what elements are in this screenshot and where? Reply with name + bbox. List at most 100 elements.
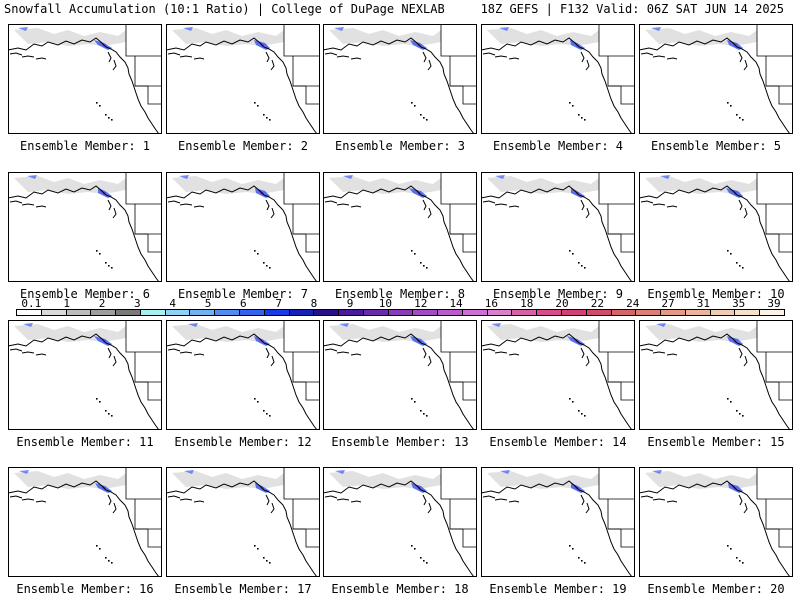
panel-frame bbox=[8, 24, 162, 134]
colorbar-label: 2 bbox=[98, 297, 106, 310]
small-island bbox=[257, 548, 259, 550]
small-island bbox=[578, 262, 580, 264]
state-border bbox=[607, 204, 621, 235]
ensemble-map bbox=[481, 467, 635, 577]
colorbar-swatch bbox=[660, 309, 686, 316]
ensemble-map bbox=[481, 24, 635, 134]
island-outline bbox=[35, 57, 47, 60]
state-border bbox=[283, 320, 320, 353]
colorbar-swatch bbox=[561, 309, 587, 316]
island-outline bbox=[336, 351, 350, 354]
snowfall-light-area bbox=[329, 176, 441, 194]
state-border bbox=[462, 529, 477, 548]
panel-frame bbox=[323, 24, 477, 134]
island-outline bbox=[482, 348, 496, 352]
state-border bbox=[765, 352, 779, 383]
small-island bbox=[569, 250, 571, 252]
small-island bbox=[108, 117, 110, 119]
small-island bbox=[739, 413, 741, 415]
state-border bbox=[125, 172, 162, 205]
colorbar-label: 39 bbox=[767, 297, 781, 310]
colorbar-swatch bbox=[486, 309, 513, 316]
ensemble-member-label: Ensemble Member: 17 bbox=[174, 582, 312, 596]
ensemble-member-panel: Ensemble Member: 11 bbox=[8, 320, 162, 452]
colorbar-swatch bbox=[437, 309, 463, 316]
small-island bbox=[569, 398, 571, 400]
small-island bbox=[739, 560, 741, 562]
small-island bbox=[426, 267, 428, 269]
small-island bbox=[99, 253, 101, 255]
snowfall-moderate-area bbox=[184, 470, 194, 474]
island-outline bbox=[482, 52, 496, 56]
island-outline bbox=[427, 207, 432, 219]
snowfall-light-area bbox=[645, 176, 757, 194]
state-border bbox=[283, 467, 320, 500]
snowfall-light-area bbox=[487, 28, 599, 46]
panel-frame bbox=[8, 320, 162, 430]
small-island bbox=[108, 413, 110, 415]
snowfall-moderate-area bbox=[334, 27, 344, 31]
snowfall-light-area bbox=[329, 28, 441, 46]
ensemble-member-label: Ensemble Member: 18 bbox=[331, 582, 469, 596]
small-island bbox=[263, 410, 265, 412]
colorbar-swatch bbox=[189, 309, 216, 316]
small-island bbox=[254, 102, 256, 104]
island-outline bbox=[107, 494, 112, 506]
coastline bbox=[166, 37, 318, 134]
island-outline bbox=[585, 355, 590, 367]
island-outline bbox=[640, 52, 654, 56]
island-outline bbox=[427, 355, 432, 367]
ensemble-map bbox=[323, 172, 477, 282]
island-outline bbox=[167, 52, 181, 56]
colorbar-swatch bbox=[65, 309, 92, 316]
state-border bbox=[147, 529, 162, 548]
island-outline bbox=[585, 207, 590, 219]
small-island bbox=[736, 262, 738, 264]
state-border bbox=[134, 499, 148, 530]
snowfall-light-area bbox=[487, 176, 599, 194]
colorbar-label: 10 bbox=[378, 297, 393, 310]
small-island bbox=[423, 560, 425, 562]
small-island bbox=[423, 413, 425, 415]
island-outline bbox=[652, 203, 666, 206]
snowfall-light-area bbox=[172, 176, 284, 194]
ensemble-map bbox=[323, 24, 477, 134]
small-island bbox=[96, 250, 98, 252]
ensemble-member-panel: Ensemble Member: 18 bbox=[323, 467, 477, 599]
state-border bbox=[440, 467, 477, 500]
state-border bbox=[125, 320, 162, 353]
small-island bbox=[426, 415, 428, 417]
island-outline bbox=[324, 495, 338, 499]
ensemble-member-label: Ensemble Member: 9 bbox=[492, 287, 624, 301]
ensemble-map bbox=[481, 320, 635, 430]
small-island bbox=[257, 105, 259, 107]
panel-frame bbox=[323, 320, 477, 430]
colorbar-swatch bbox=[362, 309, 389, 316]
ensemble-member-label: Ensemble Member: 19 bbox=[489, 582, 627, 596]
island-outline bbox=[738, 347, 743, 359]
snowfall-moderate-area bbox=[652, 470, 662, 474]
snowfall-moderate-area bbox=[343, 175, 353, 179]
small-island bbox=[581, 117, 583, 119]
small-island bbox=[736, 557, 738, 559]
state-border bbox=[607, 56, 621, 87]
small-island bbox=[266, 560, 268, 562]
ensemble-member-label: Ensemble Member: 11 bbox=[16, 435, 154, 449]
panel-frame bbox=[481, 320, 635, 430]
state-border bbox=[305, 234, 320, 253]
state-border bbox=[147, 234, 162, 253]
island-outline bbox=[652, 498, 666, 501]
state-border bbox=[449, 56, 463, 87]
state-border bbox=[778, 86, 793, 105]
state-border bbox=[134, 352, 148, 383]
small-island bbox=[411, 250, 413, 252]
island-outline bbox=[324, 52, 338, 56]
state-border bbox=[756, 467, 793, 500]
island-outline bbox=[167, 495, 181, 499]
snowfall-moderate-area bbox=[27, 175, 37, 179]
colorbar-label: 7 bbox=[275, 297, 282, 310]
island-outline bbox=[580, 494, 585, 506]
ensemble-member-panel: Ensemble Member: 1 bbox=[8, 24, 162, 156]
panel-frame bbox=[323, 172, 477, 282]
island-outline bbox=[112, 59, 117, 71]
